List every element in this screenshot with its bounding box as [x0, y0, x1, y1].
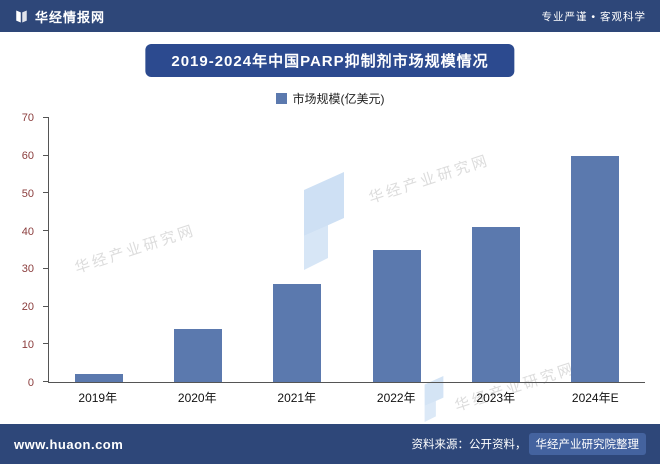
- bar-2020年: [173, 329, 222, 382]
- footer-bar: www.huaon.com 资料来源：公开资料， 华经产业研究院整理: [0, 424, 660, 464]
- x-tick-label: 2023年: [476, 391, 516, 405]
- data-source: 资料来源：公开资料， 华经产业研究院整理: [411, 433, 646, 455]
- chart-title: 2019-2024年中国PARP抑制剂市场规模情况: [171, 53, 489, 70]
- legend-swatch: [275, 93, 287, 104]
- y-tick-mark: [43, 192, 49, 194]
- footer-website: www.huaon.com: [14, 436, 124, 452]
- bar-column: [148, 118, 247, 382]
- bar-2024年E: [571, 155, 620, 382]
- y-tick-label: 20: [21, 301, 34, 314]
- y-tick-mark: [43, 381, 49, 382]
- bars-area: [49, 118, 645, 382]
- bar-chart-plot: [43, 117, 645, 383]
- x-tick-label: 2024年E: [571, 391, 619, 405]
- data-source-prefix: 资料来源：公开资料，: [411, 439, 527, 451]
- bar-column: [546, 118, 645, 382]
- chart-legend: 市场规模(亿美元): [0, 90, 660, 107]
- bar-column: [49, 118, 148, 382]
- bar-2021年: [273, 283, 322, 382]
- y-tick-label: 40: [21, 225, 34, 238]
- y-tick-label: 30: [21, 263, 34, 276]
- brand-name: 华经情报网: [35, 9, 106, 25]
- x-tick-label: 2021年: [277, 391, 317, 405]
- data-source-highlight: 华经产业研究院整理: [528, 433, 646, 455]
- bar-column: [446, 118, 545, 382]
- y-tick-label: 0: [27, 377, 34, 389]
- x-tick-label: 2019年: [78, 391, 118, 405]
- x-axis-labels: 2019年 2020年 2021年 2022年 2023年 2024年E: [48, 389, 645, 406]
- y-tick-label: 10: [21, 339, 34, 352]
- y-tick-mark: [43, 267, 49, 269]
- x-tick-label: 2020年: [177, 391, 217, 405]
- y-tick-mark: [43, 305, 49, 307]
- y-tick-mark: [43, 343, 49, 345]
- y-tick-mark: [43, 154, 49, 156]
- top-header-bar: 华经情报网 专业严谨 • 客观科学: [0, 0, 660, 32]
- header-slogan: 专业严谨 • 客观科学: [541, 10, 646, 23]
- bar-column: [347, 118, 446, 382]
- legend-label: 市场规模(亿美元): [292, 92, 385, 106]
- bar-2019年: [74, 374, 123, 382]
- bar-2023年: [471, 227, 520, 382]
- chart-title-banner: 2019-2024年中国PARP抑制剂市场规模情况: [145, 44, 515, 77]
- y-tick-mark: [43, 117, 49, 118]
- y-tick-label: 60: [21, 149, 34, 162]
- y-tick-mark: [43, 230, 49, 232]
- brand-logo-icon: [14, 9, 29, 24]
- y-tick-label: 50: [21, 187, 34, 200]
- y-tick-label: 70: [21, 112, 34, 124]
- y-axis: 0 10 20 30 40 50 60 70: [0, 112, 44, 389]
- bar-2022年: [372, 250, 421, 382]
- brand: 华经情报网: [14, 7, 105, 26]
- bar-column: [248, 118, 347, 382]
- x-tick-label: 2022年: [376, 391, 416, 405]
